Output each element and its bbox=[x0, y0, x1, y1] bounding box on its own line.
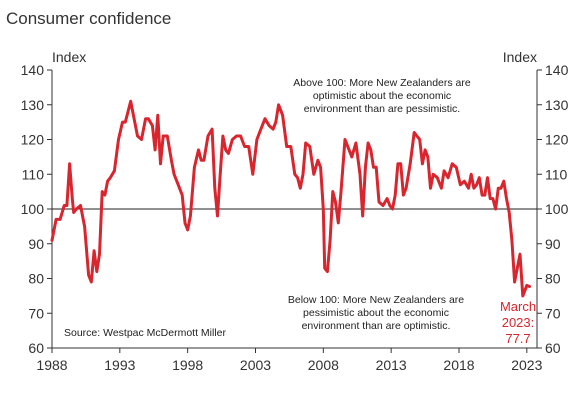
x-ticks: 1988 1993 1998 2003 2008 2013 2018 2023 bbox=[36, 348, 543, 373]
y-tick-label-left: 140 bbox=[21, 62, 45, 78]
x-tick-label: 2003 bbox=[240, 357, 271, 373]
y-tick-label-right: 130 bbox=[545, 97, 569, 113]
x-tick-label: 2018 bbox=[443, 357, 474, 373]
source-note: Source: Westpac McDermott Miller bbox=[64, 327, 227, 339]
x-tick-label: 1988 bbox=[36, 357, 67, 373]
x-tick-label: 1993 bbox=[104, 357, 135, 373]
y-ticks-left: 60 70 80 90 100 110 120 130 140 bbox=[21, 62, 52, 356]
y-tick-label-left: 70 bbox=[28, 305, 44, 321]
annotation-below-line-1: Below 100: More New Zealanders are bbox=[288, 294, 464, 306]
y-tick-label-right: 110 bbox=[545, 166, 568, 182]
y-tick-label-right: 100 bbox=[545, 201, 569, 217]
annotation-below-100: Below 100: More New Zealanders are pessi… bbox=[288, 294, 464, 332]
y-tick-label-right: 70 bbox=[545, 305, 561, 321]
y-tick-label-left: 120 bbox=[21, 132, 45, 148]
annotation-above-line-2: optimistic about the economic bbox=[313, 90, 451, 102]
y-tick-label-left: 110 bbox=[22, 166, 45, 182]
y-tick-label-right: 60 bbox=[545, 340, 561, 356]
y-tick-label-left: 100 bbox=[21, 201, 45, 217]
annotation-below-line-2: pessimistic about the economic bbox=[303, 307, 449, 319]
annotation-above-line-1: Above 100: More New Zealanders are bbox=[293, 77, 471, 89]
annotation-below-line-3: environment than are optimistic. bbox=[302, 320, 451, 332]
chart-title: Consumer confidence bbox=[6, 9, 171, 28]
y-tick-label-left: 60 bbox=[28, 340, 44, 356]
y-tick-label-right: 140 bbox=[545, 62, 569, 78]
series-line bbox=[50, 99, 531, 298]
y-tick-label-left: 80 bbox=[28, 271, 44, 287]
x-tick-label: 2023 bbox=[511, 357, 542, 373]
y-tick-label-left: 130 bbox=[21, 97, 45, 113]
end-label-line-2: 2023: bbox=[502, 315, 535, 330]
y-tick-label-right: 90 bbox=[545, 236, 561, 252]
y-axis-title-left: Index bbox=[52, 49, 86, 65]
series-group bbox=[50, 99, 531, 298]
annotation-above-100: Above 100: More New Zealanders are optim… bbox=[293, 77, 471, 115]
end-label-line-3: 77.7 bbox=[505, 331, 530, 346]
x-tick-label: 1998 bbox=[172, 357, 203, 373]
end-value-label: March 2023: 77.7 bbox=[500, 299, 536, 346]
annotation-above-line-3: environment than are pessimistic. bbox=[304, 103, 460, 115]
y-tick-label-right: 80 bbox=[545, 271, 561, 287]
y-tick-label-left: 90 bbox=[28, 236, 44, 252]
y-axis-title-right: Index bbox=[503, 49, 537, 65]
y-ticks-right: 60 70 80 90 100 110 120 130 140 bbox=[537, 62, 569, 356]
x-tick-label: 2013 bbox=[376, 357, 407, 373]
y-tick-label-right: 120 bbox=[545, 132, 569, 148]
end-label-line-1: March bbox=[500, 299, 536, 314]
x-tick-label: 2008 bbox=[308, 357, 339, 373]
